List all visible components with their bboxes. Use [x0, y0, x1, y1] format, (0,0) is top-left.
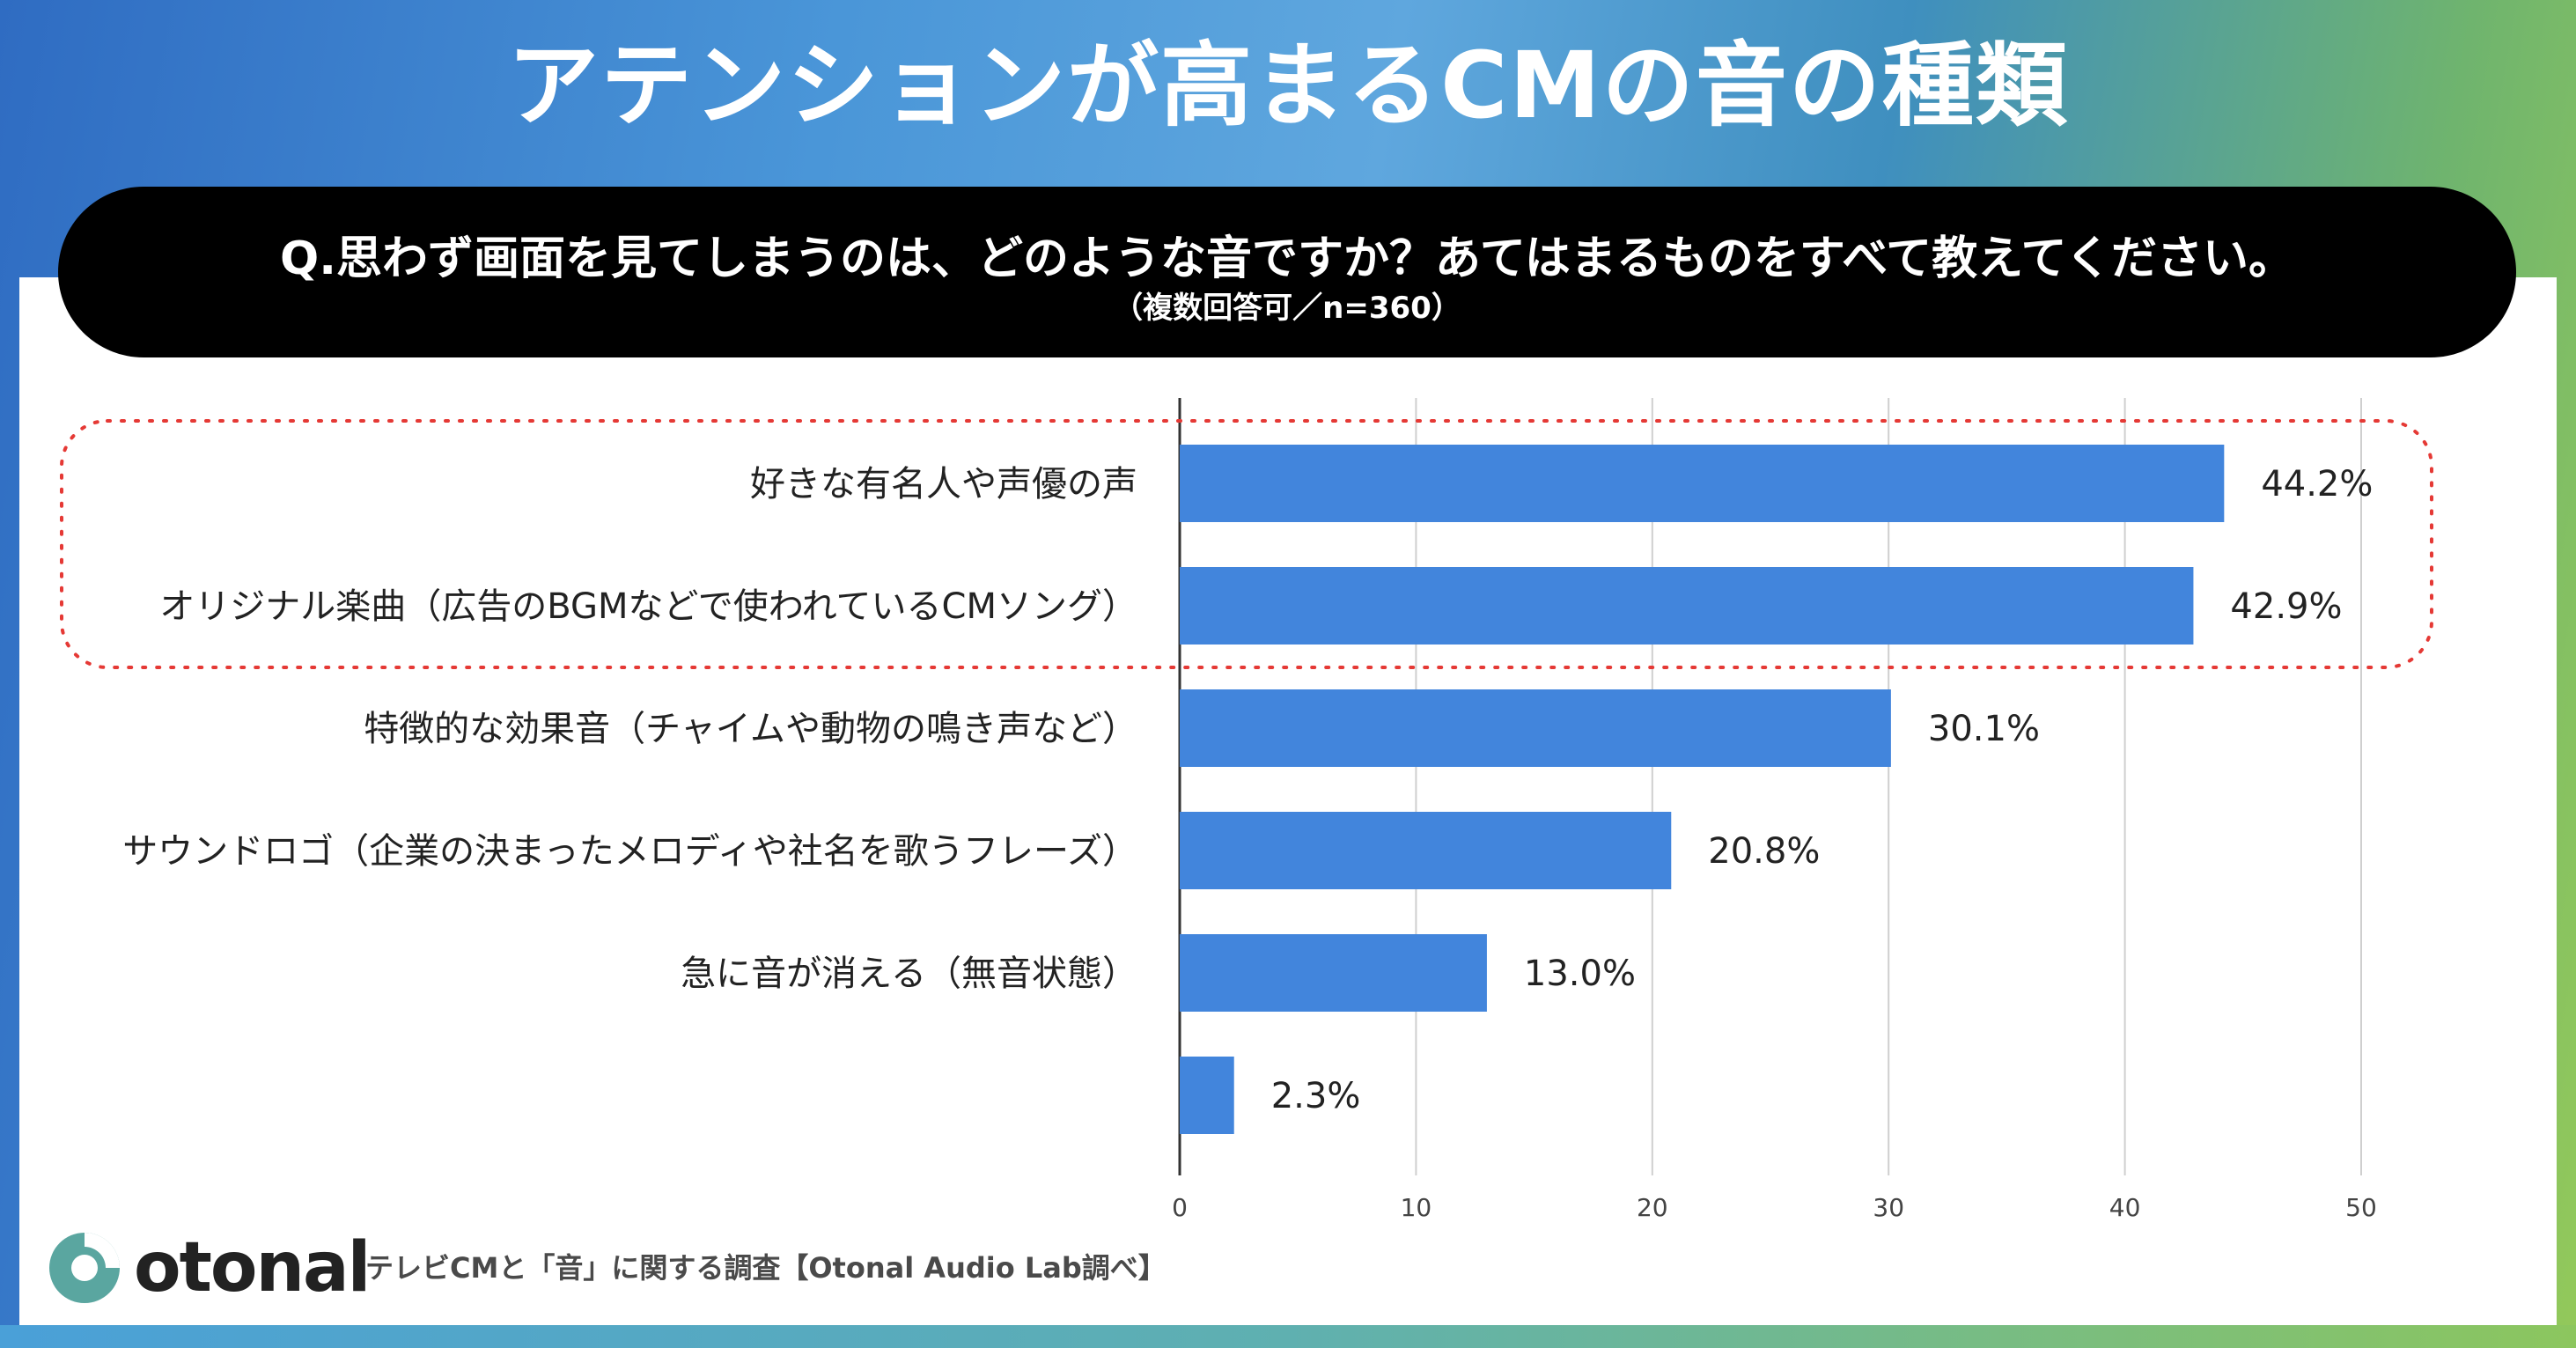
bar	[1180, 934, 1487, 1012]
category-label: サウンドロゴ（企業の決まったメロディや社名を歌うフレーズ）	[122, 831, 1137, 872]
bar	[1180, 1057, 1234, 1134]
question-banner: Q.思わず画面を見てしまうのは、どのような音ですか？あてはまるものをすべて教えて…	[58, 187, 2516, 357]
x-tick-label: 20	[1637, 1193, 1668, 1222]
otonal-logo-icon	[49, 1233, 120, 1303]
data-label: 44.2%	[2261, 464, 2373, 505]
x-tick-label: 10	[1401, 1193, 1432, 1222]
category-label: 急に音が消える（無音状態）	[681, 954, 1137, 994]
x-tick-label: 30	[1873, 1193, 1904, 1222]
category-label: オリジナル楽曲（広告のBGMなどで使われているCMソング）	[159, 586, 1137, 627]
data-label: 13.0%	[1524, 954, 1636, 994]
x-tick-label: 50	[2345, 1193, 2377, 1222]
x-tick-label: 40	[2109, 1193, 2141, 1222]
data-label: 2.3%	[1271, 1076, 1361, 1116]
source-note: テレビCMと「音」に関する調査【Otonal Audio Lab調べ】	[365, 1251, 1167, 1285]
highlight-box	[60, 419, 2433, 669]
bar	[1180, 567, 2194, 645]
brand-logo: otonal	[48, 1224, 371, 1312]
data-label: 42.9%	[2230, 586, 2342, 627]
category-label: 好きな有名人や声優の声	[750, 464, 1137, 505]
chart-gridlines	[1178, 398, 2362, 1175]
brand-name: otonal	[134, 1228, 371, 1307]
category-label: 特徴的な効果音（チャイムや動物の鳴き声など）	[364, 709, 1137, 749]
chart-bars	[1180, 445, 2225, 1134]
chart-labels: 0 10 20 30 40 50 44.2% 好きな有名人や声優の声 42.9% オリジナル楽曲（…	[122, 464, 2377, 1222]
bar	[1180, 812, 1672, 889]
bar	[1180, 689, 1891, 767]
bottom-accent-strip	[0, 1325, 2576, 1348]
x-tick-label: 0	[1172, 1193, 1188, 1222]
bar	[1180, 445, 2225, 522]
question-text: Q.思わず画面を見てしまうのは、どのような音ですか？あてはまるものをすべて教えて…	[279, 232, 2294, 285]
data-label: 20.8%	[1708, 831, 1820, 872]
page-title: アテンションが高まるCMの音の種類	[507, 32, 2069, 139]
data-label: 30.1%	[1928, 709, 2040, 749]
question-note: （複数回答可／n=360）	[1113, 291, 1461, 326]
